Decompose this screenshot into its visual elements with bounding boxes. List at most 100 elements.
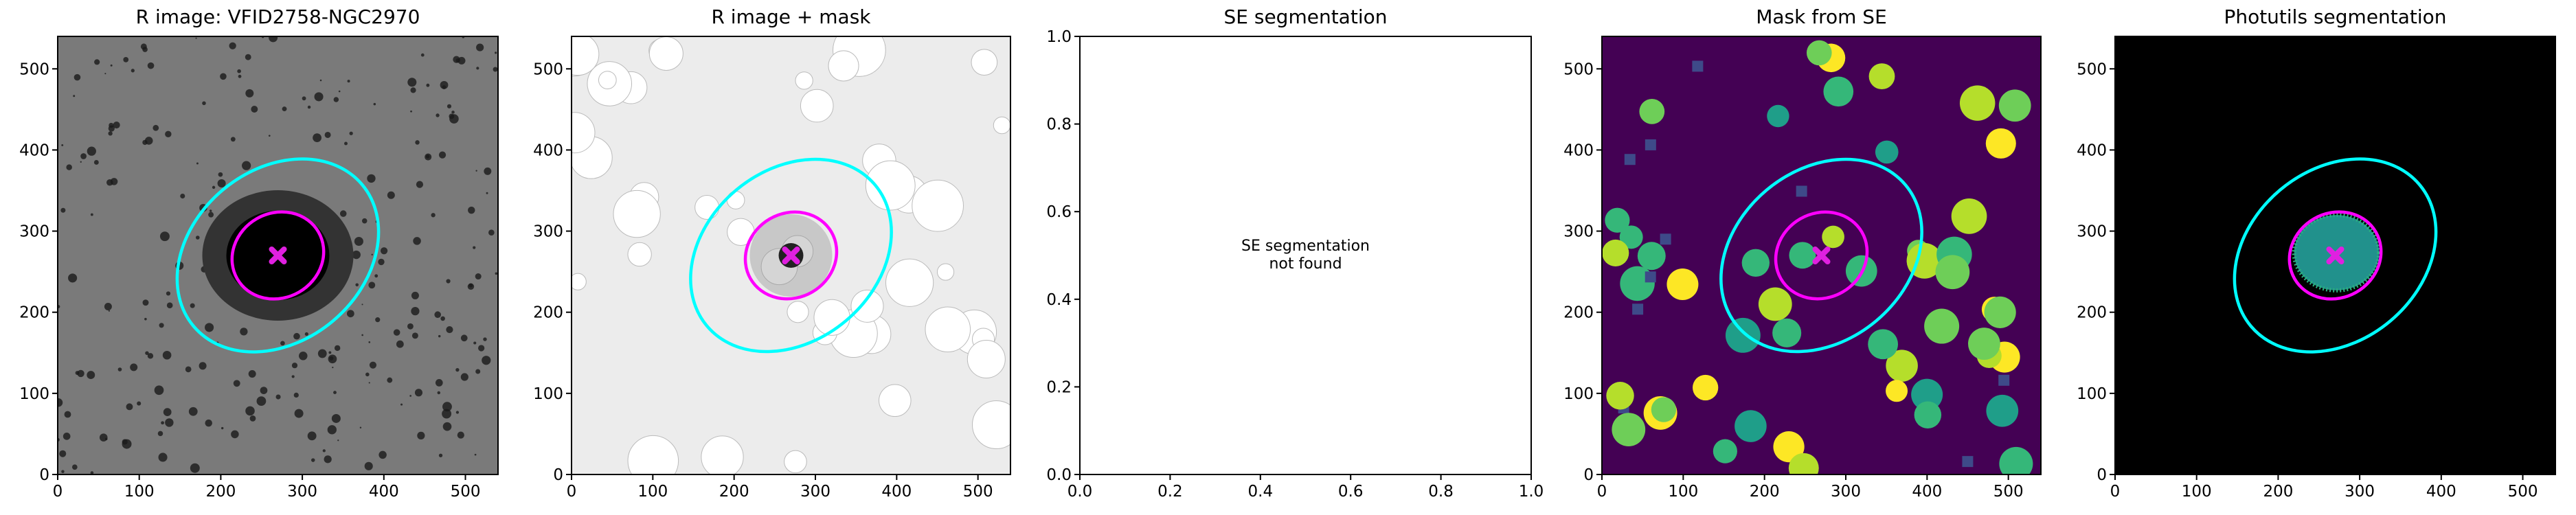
- star: [413, 237, 421, 245]
- axes-frame: [1079, 36, 1532, 475]
- star: [180, 193, 185, 199]
- star: [130, 363, 138, 371]
- star: [495, 272, 498, 275]
- star: [80, 153, 87, 159]
- star: [488, 229, 495, 236]
- star: [208, 211, 214, 218]
- star: [324, 455, 332, 464]
- star: [438, 334, 441, 338]
- star: [248, 370, 256, 378]
- mask-blob: [1968, 328, 2000, 360]
- mask-blob: [1924, 308, 1960, 344]
- aperture-ellipse: [1719, 157, 1923, 354]
- star: [319, 79, 322, 82]
- mask-blob: [787, 301, 809, 323]
- star: [142, 299, 149, 306]
- mask-square: [1796, 185, 1807, 197]
- x-tick-label: 0.8: [1428, 483, 1454, 501]
- y-tick-label: 100: [533, 385, 563, 403]
- axes-frame: [57, 36, 499, 475]
- star: [307, 105, 311, 109]
- star: [229, 42, 236, 49]
- star: [473, 246, 476, 249]
- mask-blob: [1822, 225, 1844, 249]
- mask-blob: [1620, 266, 1655, 301]
- mask-blob: [1935, 255, 1970, 290]
- star: [440, 316, 445, 321]
- mask-blob: [1651, 397, 1677, 422]
- mask-blob: [1605, 207, 1630, 233]
- star: [374, 274, 379, 278]
- mask-blob: [1868, 63, 1895, 90]
- mask-blob: [1639, 99, 1665, 124]
- mask-square: [1624, 154, 1636, 165]
- star: [407, 78, 417, 87]
- mask-blob: [1789, 242, 1816, 269]
- star: [237, 69, 241, 73]
- y-tick-label: 500: [2077, 60, 2107, 78]
- star: [162, 350, 172, 360]
- star: [337, 439, 339, 442]
- star: [436, 113, 440, 117]
- star: [438, 453, 443, 457]
- star: [482, 356, 491, 365]
- star: [291, 363, 298, 369]
- mask-blob: [627, 242, 652, 267]
- panel: R image + mask 0 100 200 300 400 500 0 100 200 300…: [533, 5, 1011, 501]
- star: [387, 191, 395, 199]
- x-tick-label: 100: [637, 483, 668, 501]
- star: [407, 323, 414, 330]
- star: [196, 162, 199, 165]
- y-tick-label: 0: [1583, 466, 1594, 484]
- star: [77, 369, 84, 378]
- mask-blob: [972, 400, 1010, 449]
- star: [74, 73, 81, 81]
- star: [217, 179, 226, 187]
- star: [442, 409, 452, 419]
- star: [68, 273, 78, 283]
- star: [426, 83, 430, 87]
- y-tick-label: 100: [19, 385, 49, 403]
- star: [94, 59, 100, 65]
- star: [165, 130, 172, 138]
- mask-blob: [1985, 128, 2016, 159]
- mask-blob: [1823, 76, 1854, 107]
- mask-blob: [1637, 242, 1666, 271]
- panel-title: Photutils segmentation: [2224, 5, 2446, 28]
- star: [269, 36, 278, 43]
- star: [251, 105, 258, 113]
- annotation: SE segmentation: [1241, 238, 1370, 255]
- star: [475, 273, 482, 280]
- star: [417, 431, 425, 440]
- star: [313, 133, 321, 143]
- star: [260, 387, 268, 394]
- star: [486, 192, 488, 194]
- panel: Photutils segmentation 0 100 200 300 400 500 0 1…: [2077, 5, 2556, 501]
- mask-blob: [1667, 268, 1699, 301]
- mask-blob: [993, 116, 1010, 135]
- star: [344, 141, 348, 146]
- star: [447, 104, 452, 108]
- mask-blob: [1886, 380, 1908, 402]
- star: [245, 54, 251, 60]
- star: [410, 87, 416, 93]
- x-tick-label: 500: [1993, 483, 2024, 501]
- star: [93, 160, 99, 165]
- y-tick-label: 400: [2077, 141, 2107, 159]
- star: [371, 253, 373, 256]
- mask-blob: [648, 36, 683, 71]
- star: [333, 391, 337, 395]
- star: [268, 135, 271, 137]
- star: [190, 463, 200, 473]
- y-tick-label: 300: [2077, 223, 2107, 241]
- mask-blob: [701, 435, 744, 474]
- y-tick-label: 0: [39, 466, 49, 484]
- star: [238, 74, 242, 78]
- mask-blob: [850, 289, 884, 323]
- star: [59, 450, 67, 457]
- mask-blob: [1999, 446, 2033, 474]
- star: [361, 218, 368, 224]
- mask-blob: [572, 112, 596, 154]
- star: [411, 332, 418, 339]
